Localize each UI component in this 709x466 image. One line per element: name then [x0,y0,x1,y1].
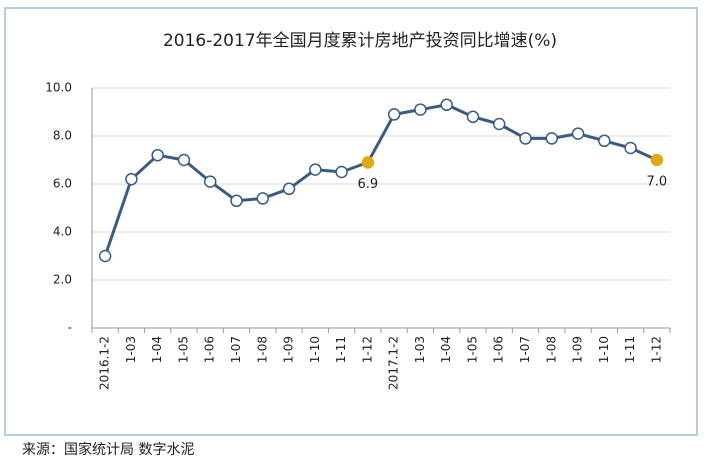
x-tick-label: 1-05 [176,336,190,363]
y-tick-label: 10.0 [45,81,72,95]
x-tick-label: 1-08 [255,336,269,363]
x-tick-label: 1-11 [334,336,348,363]
y-tick-label: - [68,321,72,335]
chart-frame [4,7,698,436]
y-tick-label: 4.0 [53,225,72,239]
data-point [387,108,401,121]
x-tick-label: 2016.1-2 [98,336,112,390]
x-tick-label: 1-12 [649,336,663,363]
data-point [230,194,243,208]
x-tick-label: 1-06 [203,336,217,363]
data-label: 7.0 [647,175,668,190]
y-tick-label: 6.0 [53,177,72,191]
series-line [103,103,658,257]
data-point [361,156,375,169]
data-point [151,148,164,162]
x-tick-label: 1-03 [124,336,138,363]
x-tick-label: 2017.1-2 [387,336,401,390]
data-point [466,110,480,124]
data-point [650,153,664,167]
x-tick-label: 1-12 [360,336,374,363]
y-tick-label: 8.0 [53,129,72,143]
data-point [492,117,506,131]
data-point [545,132,559,145]
data-point [335,165,348,179]
data-point [203,175,217,188]
data-point [309,163,322,176]
x-tick-label: 1-09 [571,336,585,363]
x-tick-label: 1-04 [150,336,164,363]
data-point [440,98,453,112]
x-tick-label: 1-07 [229,336,243,363]
x-tick-label: 1-07 [518,336,532,363]
y-tick-label: 2.0 [53,273,72,287]
data-point [282,182,296,196]
data-point [98,249,112,263]
data-point [519,132,532,145]
x-tick-label: 1-11 [623,336,637,363]
data-label: 6.9 [358,177,379,192]
data-point [624,141,637,155]
x-tick-label: 1-10 [597,336,611,363]
data-point [414,103,427,116]
x-tick-label: 1-04 [439,336,453,363]
chart-title: 2016-2017年全国月度累计房地产投资同比增速(%) [163,31,557,51]
x-tick-label: 1-08 [544,336,558,363]
x-tick-label: 1-10 [308,336,322,363]
data-point [256,192,270,205]
data-point [571,127,585,140]
x-tick-label: 1-06 [492,336,506,363]
x-tick-label: 1-05 [465,336,479,363]
x-tick-label: 1-09 [282,336,296,363]
data-point [125,172,138,186]
data-point [598,134,611,148]
data-point [177,153,191,167]
x-tick-label: 1-03 [413,336,427,363]
source-note: 来源：国家统计局 数字水泥 [22,441,194,458]
